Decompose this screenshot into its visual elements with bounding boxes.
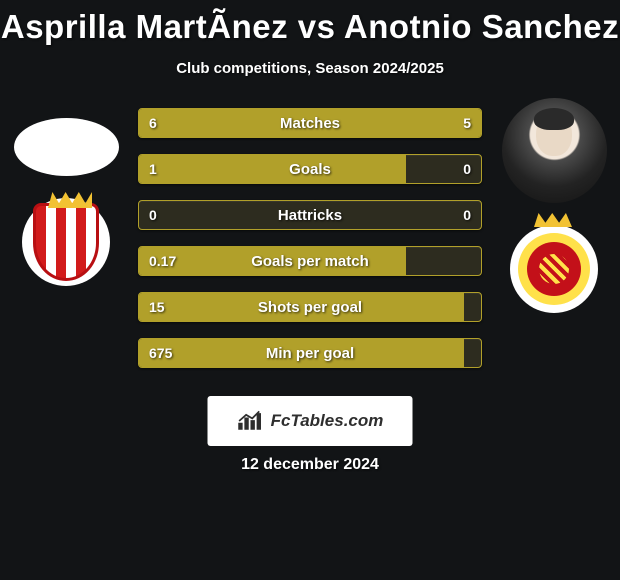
- stat-bar: 675Min per goal: [138, 338, 482, 368]
- left-club-badge-icon: [22, 198, 110, 286]
- stat-label: Min per goal: [139, 339, 481, 367]
- stat-bar: 0.17Goals per match: [138, 246, 482, 276]
- stat-bar: 10Goals: [138, 154, 482, 184]
- mallorca-ring-inner-icon: [527, 242, 581, 296]
- stat-label: Matches: [139, 109, 481, 137]
- left-player-column: [6, 108, 126, 286]
- stat-label: Goals per match: [139, 247, 481, 275]
- page-title: Asprilla MartÃ­nez vs Anotnio Sanchez: [0, 0, 620, 46]
- stat-bar: 00Hattricks: [138, 200, 482, 230]
- comparison-container: 65Matches 10Goals 00Hattricks 0.17Goals per…: [0, 108, 620, 398]
- left-player-avatar: [14, 118, 119, 176]
- subtitle: Club competitions, Season 2024/2025: [0, 60, 620, 77]
- stat-label: Goals: [139, 155, 481, 183]
- right-club-badge-icon: [510, 225, 598, 313]
- stat-bar: 65Matches: [138, 108, 482, 138]
- date-text: 12 december 2024: [0, 456, 620, 474]
- right-player-avatar: [502, 98, 607, 203]
- crown-icon: [48, 192, 92, 208]
- bars-logo-icon: [237, 409, 265, 433]
- stat-bar: 15Shots per goal: [138, 292, 482, 322]
- stat-label: Shots per goal: [139, 293, 481, 321]
- watermark: FcTables.com: [208, 396, 413, 446]
- mallorca-center-icon: [539, 254, 569, 284]
- watermark-text: FcTables.com: [271, 411, 384, 431]
- stat-bars: 65Matches 10Goals 00Hattricks 0.17Goals per…: [138, 108, 482, 368]
- stat-label: Hattricks: [139, 201, 481, 229]
- crown-icon: [534, 213, 572, 227]
- girona-shield-icon: [33, 203, 99, 281]
- right-player-column: [494, 108, 614, 313]
- mallorca-ring-outer-icon: [518, 233, 590, 305]
